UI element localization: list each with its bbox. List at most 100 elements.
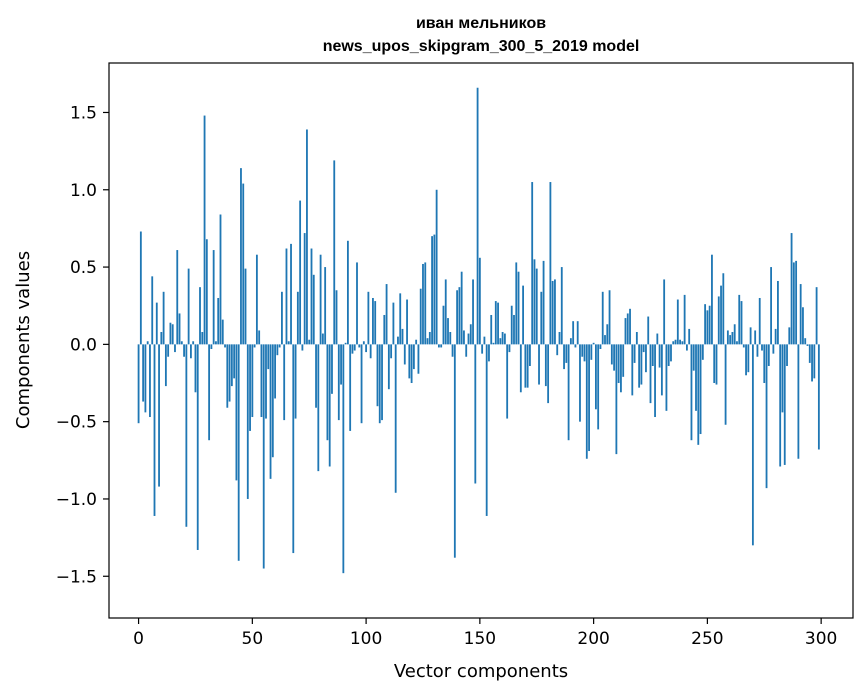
bar-75 xyxy=(308,339,311,345)
x-tick-label: 100 xyxy=(350,629,382,649)
bar-61 xyxy=(276,344,279,356)
bar-261 xyxy=(731,332,734,345)
bar-119 xyxy=(408,344,411,379)
bar-50 xyxy=(251,344,254,418)
bar-9 xyxy=(158,344,160,487)
bar-23 xyxy=(190,344,192,359)
bar-108 xyxy=(383,314,386,345)
bar-162 xyxy=(506,344,509,419)
bar-264 xyxy=(738,294,741,345)
bar-25 xyxy=(194,344,197,393)
bar-224 xyxy=(647,316,650,345)
bar-230 xyxy=(660,344,663,396)
bar-134 xyxy=(442,305,445,345)
bars-group xyxy=(137,87,820,574)
bar-168 xyxy=(519,344,522,393)
bar-151 xyxy=(481,344,484,354)
bar-33 xyxy=(212,250,215,345)
bar-161 xyxy=(503,333,506,345)
bar-138 xyxy=(451,344,454,357)
bar-100 xyxy=(365,344,368,353)
bar-51 xyxy=(253,344,256,348)
bar-205 xyxy=(604,335,606,345)
bar-18 xyxy=(178,313,181,345)
bar-29 xyxy=(203,115,206,345)
bar-223 xyxy=(645,344,647,373)
bar-209 xyxy=(613,344,616,371)
bar-243 xyxy=(690,344,693,441)
bar-122 xyxy=(415,339,418,345)
y-tick-label: −0.5 xyxy=(56,413,97,433)
x-axis-label: Vector components xyxy=(394,661,568,682)
bar-293 xyxy=(804,338,807,345)
bar-76 xyxy=(310,248,313,345)
bar-252 xyxy=(711,254,713,345)
bar-82 xyxy=(324,267,327,345)
bar-121 xyxy=(412,344,415,370)
bar-79 xyxy=(317,344,320,472)
bar-207 xyxy=(608,290,611,345)
bar-247 xyxy=(699,344,702,435)
bar-251 xyxy=(708,305,711,345)
bar-275 xyxy=(763,344,766,384)
bar-145 xyxy=(467,333,470,345)
bar-64 xyxy=(283,344,286,421)
bar-103 xyxy=(372,297,374,345)
bar-267 xyxy=(745,344,747,376)
bar-95 xyxy=(353,344,356,351)
bar-178 xyxy=(542,260,545,345)
bar-217 xyxy=(631,344,634,396)
x-tick-label: 250 xyxy=(691,629,723,649)
bar-232 xyxy=(665,344,668,411)
bar-110 xyxy=(387,344,390,390)
bar-241 xyxy=(686,344,688,351)
bar-44 xyxy=(237,344,240,561)
bar-20 xyxy=(183,344,185,357)
bar-165 xyxy=(513,314,515,345)
bar-249 xyxy=(704,304,707,345)
bar-203 xyxy=(599,344,602,349)
bar-277 xyxy=(767,344,770,366)
y-tick-label: 1.5 xyxy=(70,103,97,123)
bar-181 xyxy=(549,182,552,345)
bar-15 xyxy=(171,324,174,345)
bar-284 xyxy=(783,344,786,465)
bar-299 xyxy=(817,344,820,450)
bar-246 xyxy=(697,344,700,445)
bar-114 xyxy=(397,336,399,345)
bar-152 xyxy=(483,336,486,345)
bar-279 xyxy=(772,344,775,354)
bar-113 xyxy=(394,344,397,493)
bar-70 xyxy=(296,291,299,345)
bar-55 xyxy=(262,344,265,569)
bar-14 xyxy=(169,322,172,345)
bar-179 xyxy=(544,344,547,387)
bar-194 xyxy=(579,344,581,422)
bar-117 xyxy=(403,344,406,365)
bar-107 xyxy=(381,344,383,421)
bar-170 xyxy=(524,344,527,388)
bar-182 xyxy=(551,280,554,345)
bar-118 xyxy=(406,299,408,345)
bar-73 xyxy=(303,233,306,345)
bar-37 xyxy=(221,319,224,345)
bar-91 xyxy=(344,342,347,345)
x-tick-label: 200 xyxy=(577,629,609,649)
bar-30 xyxy=(205,239,208,345)
bar-160 xyxy=(501,332,504,345)
bar-123 xyxy=(417,344,420,374)
bar-74 xyxy=(306,129,308,345)
bar-274 xyxy=(761,344,763,351)
bar-80 xyxy=(319,254,322,345)
bar-42 xyxy=(233,344,236,379)
bar-155 xyxy=(490,314,493,345)
bar-101 xyxy=(367,291,370,345)
bar-169 xyxy=(522,285,524,345)
bar-104 xyxy=(374,301,377,345)
x-tick-label: 150 xyxy=(464,629,496,649)
bar-53 xyxy=(258,330,261,345)
chart-subtitle: news_upos_skipgram_300_5_2019 model xyxy=(323,38,640,55)
bar-276 xyxy=(765,344,768,489)
